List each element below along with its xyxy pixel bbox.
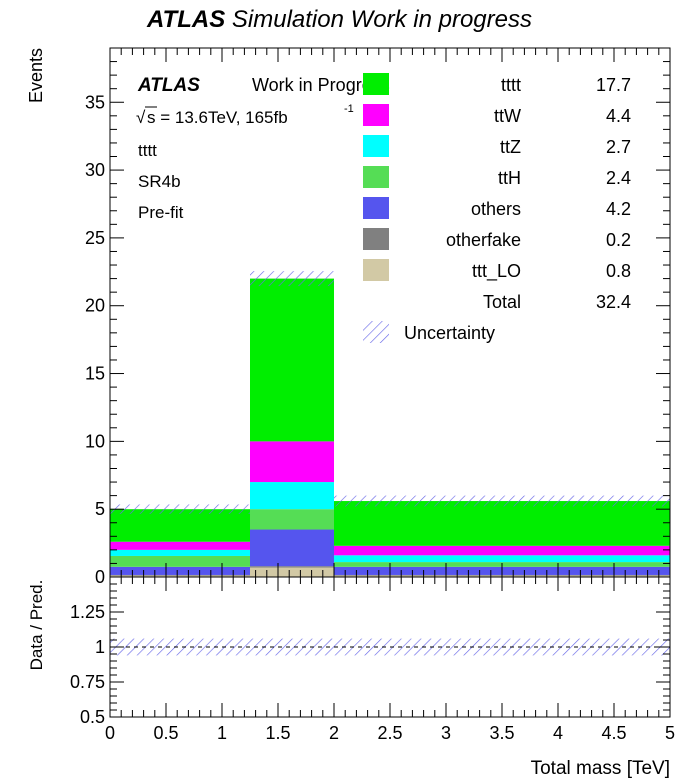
bar-ttW-bin-0 <box>110 541 250 550</box>
y-tick-label: 30 <box>85 160 105 180</box>
info-energy-lumi: s = 13.6TeV, 165fb <box>147 108 288 127</box>
info-region: SR4b <box>138 172 181 191</box>
bar-others-bin-1 <box>250 529 334 567</box>
legend-value-ttt_LO: 0.8 <box>606 261 631 281</box>
y-tick-label: 20 <box>85 296 105 316</box>
info-box: ATLAS Work in Progress √ s = 13.6TeV, 16… <box>136 75 390 222</box>
ratio-y-tick-label: 0.5 <box>80 707 105 727</box>
legend-value-others: 4.2 <box>606 199 631 219</box>
info-process: tttt <box>138 141 157 160</box>
legend-value-ttZ: 2.7 <box>606 137 631 157</box>
ratio-y-tick-label: 1.25 <box>70 602 105 622</box>
bar-ttH-bin-0 <box>110 555 250 567</box>
bar-ttW-bin-1 <box>250 441 334 483</box>
y-tick-label: 10 <box>85 431 105 451</box>
sqrt-symbol: √ <box>136 108 146 127</box>
uncertainty-hatch-bin-1 <box>250 271 334 287</box>
uncertainty-hatch-bin-0 <box>110 504 250 514</box>
legend-value-otherfake: 0.2 <box>606 230 631 250</box>
legend-value-ttH: 2.4 <box>606 168 631 188</box>
x-tick-label: 0.5 <box>153 723 178 743</box>
info-work-label: Work in Progress <box>252 75 390 95</box>
y-tick-label: 0 <box>95 567 105 587</box>
bar-ttZ-bin-1 <box>250 482 334 510</box>
bar-otherfake-bin-1 <box>250 566 334 568</box>
x-tick-label: 2 <box>329 723 339 743</box>
bar-ttH-bin-1 <box>250 509 334 530</box>
bar-tttt-bin-2 <box>334 501 670 546</box>
bar-others-bin-0 <box>110 566 250 575</box>
y-tick-label: 5 <box>95 499 105 519</box>
header-title-suffix: Simulation Work in progress <box>231 6 532 33</box>
legend-swatch-ttZ <box>363 135 389 157</box>
y-tick-label: 35 <box>85 92 105 112</box>
legend: tttt 17.7 ttW 4.4 ttZ 2.7 ttH 2.4 others 4.2 other… <box>363 73 631 343</box>
x-tick-label: 4 <box>553 723 563 743</box>
legend-swatch-ttt_LO <box>363 259 389 281</box>
legend-swatch-tttt <box>363 73 389 95</box>
header-atlas-label: ATLAS <box>147 6 226 33</box>
x-axis-label: Total mass [TeV] <box>531 758 670 779</box>
ratio-y-tick-label: 0.75 <box>70 672 105 692</box>
plot-header: ATLAS Simulation Work in progress <box>0 6 679 34</box>
bar-tttt-bin-0 <box>110 509 250 542</box>
y-tick-label: 25 <box>85 228 105 248</box>
legend-label-uncertainty: Uncertainty <box>404 323 495 343</box>
uncertainty-hatch-bin-2 <box>334 495 670 507</box>
legend-label-Total: Total <box>483 292 521 312</box>
legend-value-tttt: 17.7 <box>596 75 631 95</box>
legend-swatch-others <box>363 197 389 219</box>
bar-ttZ-bin-0 <box>110 549 250 556</box>
y-tick-label: 15 <box>85 364 105 384</box>
x-tick-label: 3 <box>441 723 451 743</box>
bar-ttW-bin-2 <box>334 545 670 556</box>
legend-swatch-ttH <box>363 166 389 188</box>
y-axis-label: Events <box>26 48 46 103</box>
x-tick-label: 1 <box>217 723 227 743</box>
x-tick-label: 3.5 <box>489 723 514 743</box>
x-tick-label: 4.5 <box>601 723 626 743</box>
legend-label-ttZ: ttZ <box>500 137 521 157</box>
ratio-y-axis-label: Data / Pred. <box>27 580 46 671</box>
legend-label-otherfake: otherfake <box>446 230 521 250</box>
legend-label-ttH: ttH <box>498 168 521 188</box>
main-stacked-bars <box>110 278 670 577</box>
info-fit-state: Pre-fit <box>138 203 184 222</box>
ratio-y-tick-label: 1 <box>95 637 105 657</box>
x-tick-label: 1.5 <box>265 723 290 743</box>
legend-label-ttW: ttW <box>494 106 521 126</box>
x-tick-label: 0 <box>105 723 115 743</box>
legend-swatch-otherfake <box>363 228 389 250</box>
bar-otherfake-bin-0 <box>110 574 250 576</box>
legend-swatch-uncertainty <box>363 321 389 343</box>
legend-label-others: others <box>471 199 521 219</box>
bar-ttZ-bin-2 <box>334 555 670 563</box>
legend-value-Total: 32.4 <box>596 292 631 312</box>
legend-value-ttW: 4.4 <box>606 106 631 126</box>
x-tick-label: 5 <box>665 723 675 743</box>
legend-label-tttt: tttt <box>501 75 521 95</box>
bar-tttt-bin-1 <box>250 278 334 442</box>
main-uncertainty-band <box>110 271 670 514</box>
bar-ttt_LO-bin-1 <box>250 567 334 577</box>
legend-swatch-ttW <box>363 104 389 126</box>
x-tick-label: 2.5 <box>377 723 402 743</box>
info-atlas-label: ATLAS <box>137 75 200 96</box>
bar-ttt_LO-bin-0 <box>110 575 250 577</box>
legend-label-ttt_LO: ttt_LO <box>472 261 521 282</box>
info-lumi-exponent: -1 <box>344 103 354 115</box>
main-axes: 0 5 10 15 20 25 30 35 <box>85 47 671 587</box>
